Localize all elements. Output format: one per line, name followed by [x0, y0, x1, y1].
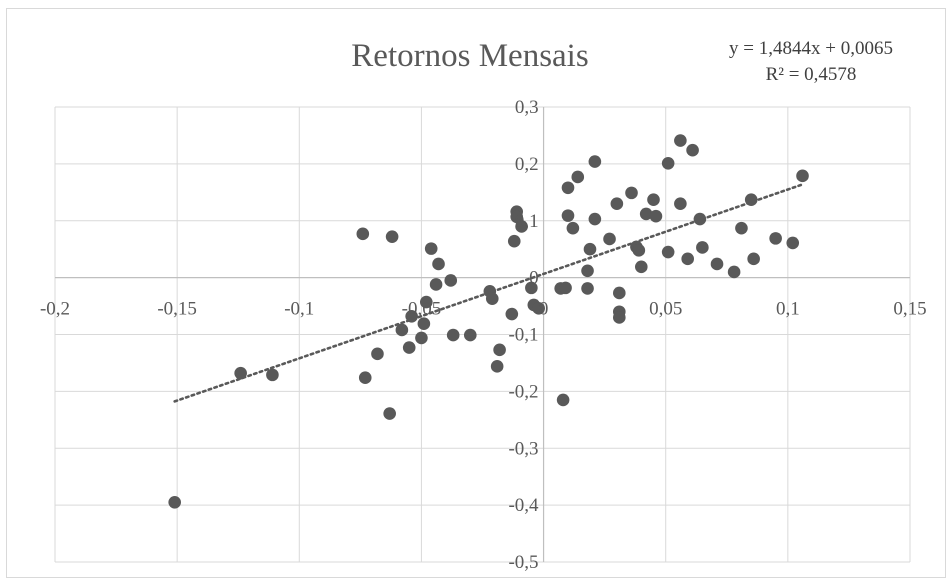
data-point	[581, 282, 594, 295]
trendline-equation: y = 1,4844x + 0,0065	[729, 38, 893, 59]
data-point	[674, 197, 687, 210]
data-point	[786, 236, 800, 250]
data-point	[661, 157, 675, 170]
axes	[55, 107, 910, 562]
tick-labels: 0,30,20,10-0,1-0,2-0,3-0,4-0,5-0,2 -0,15-…	[40, 97, 927, 573]
data-point	[613, 286, 626, 300]
data-point	[613, 311, 626, 324]
data-point	[417, 317, 431, 330]
data-point	[588, 155, 602, 168]
data-point	[507, 234, 521, 248]
y-tick-label: 0	[529, 268, 539, 289]
data-point	[510, 210, 523, 224]
data-point	[415, 331, 428, 345]
data-point	[693, 212, 707, 226]
x-tick-label: 0	[539, 299, 549, 320]
data-point	[168, 495, 181, 509]
data-point	[532, 302, 545, 315]
data-point	[649, 209, 663, 223]
data-point	[424, 242, 438, 255]
data-point	[446, 328, 460, 342]
data-point	[769, 232, 782, 245]
data-points	[168, 134, 809, 509]
data-point	[556, 393, 570, 407]
data-point	[561, 209, 575, 222]
data-point	[266, 368, 279, 382]
data-point	[674, 134, 687, 147]
data-point	[234, 366, 247, 380]
data-point	[583, 242, 597, 256]
data-point	[493, 343, 506, 357]
data-point	[647, 193, 660, 207]
x-tick-label: -0,2	[40, 299, 70, 320]
data-point	[490, 360, 504, 373]
data-point	[429, 278, 443, 291]
x-tick-label: -0,15	[157, 299, 197, 320]
gridlines	[54, 106, 911, 563]
data-point	[681, 252, 694, 266]
data-point	[444, 274, 458, 287]
data-point	[383, 407, 396, 420]
data-point	[727, 265, 741, 279]
y-tick-label: 0,2	[515, 154, 539, 175]
data-point	[610, 197, 624, 210]
data-point	[402, 341, 416, 354]
data-point	[696, 241, 709, 254]
data-point	[432, 257, 445, 271]
y-tick-label: 0,3	[515, 97, 539, 118]
x-tick-label: 0,05	[649, 299, 682, 320]
data-point	[634, 260, 648, 274]
data-point	[796, 169, 809, 183]
y-tick-label: -0,5	[508, 552, 538, 573]
data-point	[581, 264, 594, 278]
x-tick-label: -0,1	[284, 299, 314, 320]
data-point	[632, 244, 646, 257]
data-point	[639, 207, 653, 221]
data-point	[356, 227, 370, 241]
x-tick-label: 0,15	[893, 299, 926, 320]
x-tick-label: 0,1	[776, 299, 800, 320]
data-point	[405, 310, 418, 323]
y-tick-label: 0,1	[515, 211, 539, 232]
data-point	[661, 245, 675, 259]
data-point	[710, 257, 724, 271]
data-point	[747, 252, 760, 266]
data-point	[735, 221, 748, 235]
data-point	[744, 193, 758, 207]
y-tick-label: -0,1	[508, 325, 538, 346]
data-point	[559, 281, 572, 295]
data-point	[571, 170, 585, 184]
data-point	[515, 220, 528, 233]
data-point	[505, 307, 519, 321]
chart-title: Retornos Mensais	[351, 38, 588, 74]
scatter-chart: 0,30,20,10-0,1-0,2-0,3-0,4-0,5-0,2 -0,15-…	[40, 38, 927, 573]
y-tick-label: -0,3	[508, 438, 538, 459]
data-point	[358, 371, 372, 385]
data-point	[566, 221, 580, 235]
data-point	[625, 186, 638, 200]
data-point	[371, 347, 384, 361]
data-point	[395, 323, 409, 337]
trendline-r-squared: R² = 0,4578	[766, 64, 857, 85]
data-point	[385, 230, 399, 243]
data-point	[603, 232, 616, 246]
chart-frame: 0,3 0,2 0,1 0 -0,1 -0,2 -0,3 -0,4 -0,5 -0,2 -0,15-…	[6, 8, 946, 578]
x-tick-label: -0,05	[402, 299, 442, 320]
y-tick-label: -0,4	[508, 495, 539, 516]
data-point	[420, 295, 433, 309]
data-point	[686, 143, 699, 157]
data-point	[463, 328, 477, 342]
data-point	[485, 292, 499, 305]
data-point	[525, 281, 538, 295]
y-tick-label: -0,2	[508, 381, 538, 402]
data-point	[561, 181, 575, 195]
data-point	[588, 212, 602, 226]
